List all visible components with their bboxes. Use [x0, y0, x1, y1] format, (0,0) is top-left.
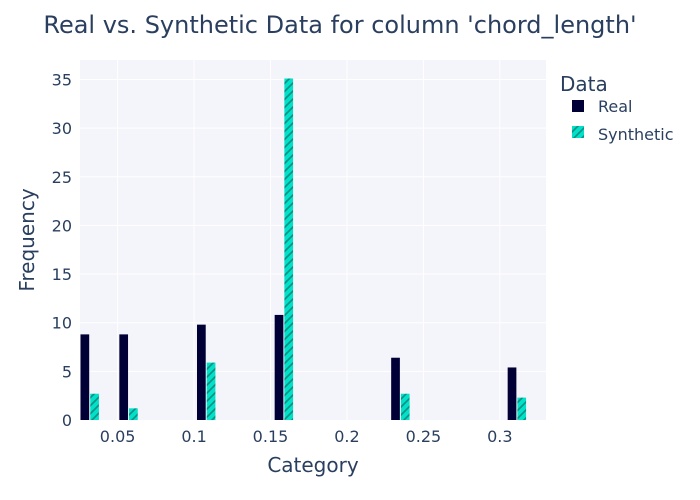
legend: Data Real Synthetic [560, 72, 674, 144]
chart-title: Real vs. Synthetic Data for column 'chor… [43, 11, 636, 39]
bar-synthetic-1 [90, 393, 99, 420]
bar-real-3 [197, 324, 206, 420]
y-tick-label: 30 [52, 119, 72, 138]
bar-synthetic-2 [129, 408, 138, 420]
y-tick-label: 0 [62, 411, 72, 430]
bar-real-4 [274, 314, 284, 420]
legend-swatch-synthetic [572, 126, 584, 138]
y-axis-title: Frequency [15, 188, 39, 291]
x-axis-title: Category [267, 453, 359, 477]
y-tick-label: 25 [52, 168, 72, 187]
y-tick-label: 20 [52, 216, 72, 235]
bar-real-2 [119, 334, 129, 420]
x-tick-label: 0.1 [181, 427, 206, 446]
legend-label-real: Real [598, 97, 633, 116]
bar-synthetic-6 [517, 397, 527, 420]
x-axis-ticks: 0.05 0.1 0.15 0.2 0.25 0.3 [100, 427, 513, 446]
x-tick-label: 0.25 [406, 427, 442, 446]
legend-title: Data [560, 72, 608, 96]
x-tick-label: 0.2 [334, 427, 359, 446]
y-tick-label: 15 [52, 265, 72, 284]
bar-real-5 [391, 357, 400, 420]
plot-background [80, 60, 546, 420]
y-axis-ticks: 0 5 10 15 20 25 30 35 [52, 70, 72, 430]
bar-synthetic-5 [400, 393, 410, 420]
bar-real-6 [507, 367, 517, 420]
x-tick-label: 0.05 [100, 427, 136, 446]
bar-synthetic-4 [284, 78, 294, 421]
bar-synthetic-3 [206, 362, 216, 420]
legend-swatch-real [572, 100, 584, 112]
bars [80, 78, 527, 421]
y-tick-label: 5 [62, 362, 72, 381]
y-tick-label: 10 [52, 314, 72, 333]
bar-real-1 [80, 334, 90, 420]
legend-label-synthetic: Synthetic [598, 125, 674, 144]
x-tick-label: 0.3 [487, 427, 512, 446]
y-tick-label: 35 [52, 70, 72, 89]
x-tick-label: 0.15 [253, 427, 289, 446]
gridlines [80, 60, 546, 420]
